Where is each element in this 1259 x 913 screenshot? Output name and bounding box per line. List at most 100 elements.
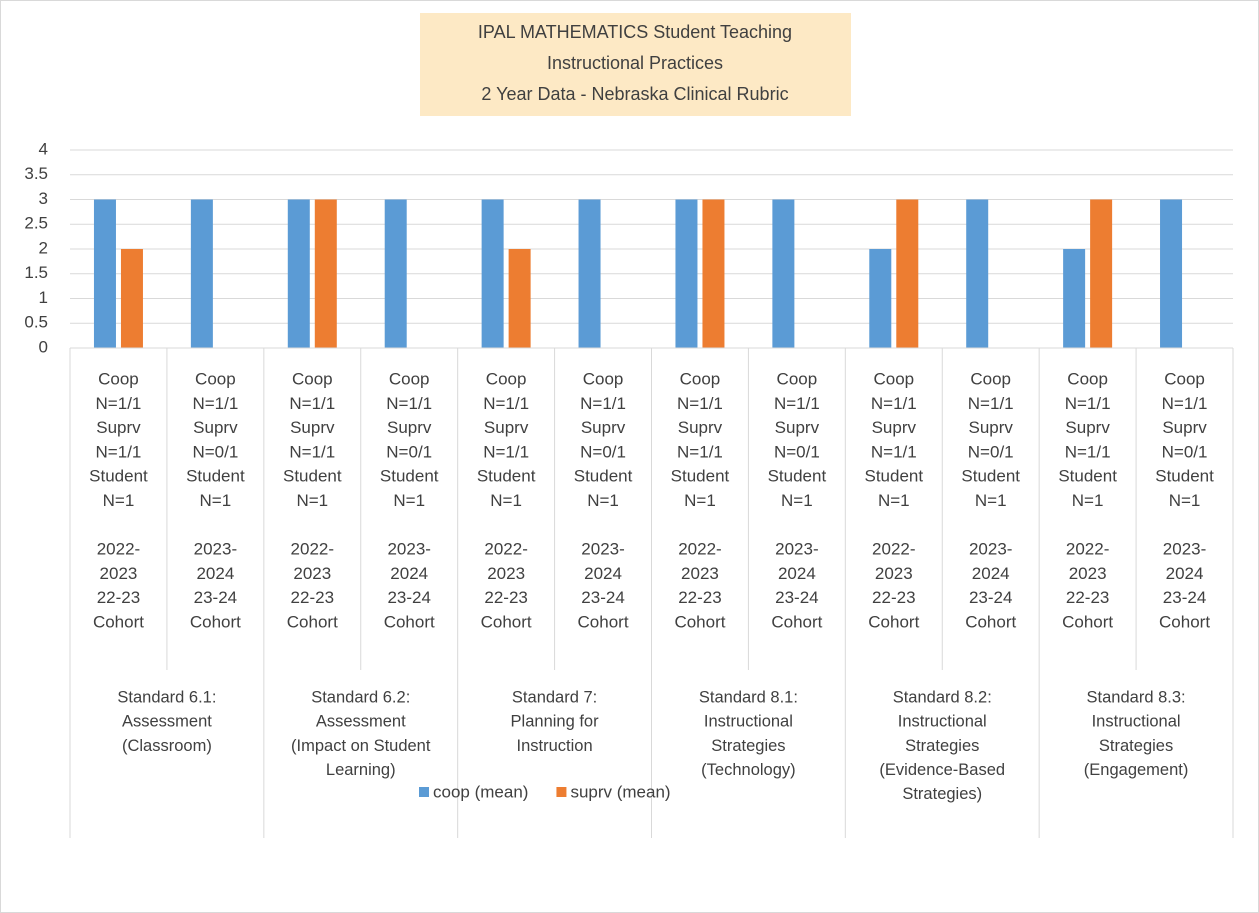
- x-tick-label: N=1/1: [774, 394, 820, 413]
- x-tick-label: N=1: [490, 491, 522, 510]
- x-tick-label: Student: [1155, 467, 1214, 486]
- x-tick-label: 22-23: [872, 588, 915, 607]
- x-tick-label: N=1: [587, 491, 619, 510]
- bar: [1090, 199, 1113, 348]
- x-tick-label: Suprv: [581, 418, 626, 437]
- x-tick-label: 2023-: [1163, 540, 1206, 559]
- x-tick-label: 2022-: [484, 540, 527, 559]
- x-tick-label: Coop: [195, 369, 236, 388]
- bar: [120, 249, 143, 348]
- y-tick-label: 1.5: [24, 263, 48, 282]
- x-tick-label: Suprv: [193, 418, 238, 437]
- x-tick-label: 23-24: [194, 588, 237, 607]
- x-tick-label: Student: [380, 467, 439, 486]
- x-tick-label: Coop: [389, 369, 430, 388]
- x-tick-label: N=1: [103, 491, 135, 510]
- x-tick-label: Cohort: [578, 612, 629, 631]
- x-tick-label: N=1: [1169, 491, 1201, 510]
- x-tick-label: N=1: [975, 491, 1007, 510]
- x-tick-label: N=1/1: [968, 394, 1014, 413]
- x-tick-label: Coop: [1067, 369, 1108, 388]
- x-tick-label: Cohort: [965, 612, 1016, 631]
- x-tick-label: Suprv: [872, 418, 917, 437]
- chart-title: IPAL MATHEMATICS Student Teaching: [478, 22, 792, 42]
- x-tick-label: Cohort: [868, 612, 919, 631]
- x-tick-label: N=0/1: [1162, 442, 1208, 461]
- group-label: (Evidence-Based: [879, 761, 1005, 779]
- x-tick-label: Coop: [680, 369, 721, 388]
- legend-label: suprv (mean): [570, 782, 670, 801]
- x-tick-label: N=1/1: [483, 442, 529, 461]
- bar: [1063, 249, 1086, 348]
- x-tick-label: 2022-: [97, 540, 140, 559]
- bar: [314, 199, 337, 348]
- bar: [93, 199, 116, 348]
- group-label: Standard 6.2:: [311, 688, 410, 706]
- x-tick-label: Suprv: [1065, 418, 1110, 437]
- x-tick-label: Coop: [777, 369, 818, 388]
- group-label: Strategies): [902, 785, 982, 803]
- y-tick-label: 2.5: [24, 214, 48, 233]
- x-tick-label: Suprv: [290, 418, 335, 437]
- x-tick-label: Student: [477, 467, 536, 486]
- x-tick-label: Cohort: [1159, 612, 1210, 631]
- x-tick-label: Coop: [292, 369, 333, 388]
- x-tick-label: N=1/1: [1065, 442, 1111, 461]
- group-label: (Classroom): [122, 737, 212, 755]
- x-tick-label: N=1/1: [386, 394, 432, 413]
- x-tick-label: N=1/1: [96, 442, 142, 461]
- group-label: Standard 8.2:: [893, 688, 992, 706]
- x-tick-label: Student: [768, 467, 827, 486]
- x-tick-label: N=1/1: [483, 394, 529, 413]
- x-tick-label: 22-23: [291, 588, 334, 607]
- x-tick-label: Student: [283, 467, 342, 486]
- x-tick-label: Cohort: [1062, 612, 1113, 631]
- x-tick-label: N=0/1: [774, 442, 820, 461]
- x-tick-label: 2022-: [291, 540, 334, 559]
- x-tick-label: 23-24: [969, 588, 1012, 607]
- x-tick-label: N=1: [393, 491, 425, 510]
- y-tick-label: 3.5: [24, 164, 48, 183]
- x-tick-label: N=1/1: [1162, 394, 1208, 413]
- x-tick-label: 2023: [875, 564, 913, 583]
- y-tick-label: 2: [39, 238, 48, 257]
- x-tick-label: 23-24: [581, 588, 624, 607]
- chart-title: 2 Year Data - Nebraska Clinical Rubric: [481, 84, 788, 104]
- x-tick-label: Suprv: [1162, 418, 1207, 437]
- x-tick-label: 22-23: [97, 588, 140, 607]
- bar: [481, 199, 504, 348]
- x-tick-label: N=1/1: [289, 442, 335, 461]
- x-tick-label: Student: [1058, 467, 1117, 486]
- x-tick-label: N=1: [684, 491, 716, 510]
- x-tick-label: Cohort: [481, 612, 532, 631]
- y-tick-label: 4: [39, 139, 48, 158]
- x-tick-label: N=1: [781, 491, 813, 510]
- x-tick-label: 2024: [972, 564, 1010, 583]
- x-tick-label: 2023: [293, 564, 331, 583]
- bar: [190, 199, 213, 348]
- x-tick-label: Coop: [873, 369, 914, 388]
- bar: [508, 249, 531, 348]
- x-tick-label: Suprv: [968, 418, 1013, 437]
- group-label: Instructional: [1092, 713, 1181, 731]
- group-label: Instruction: [517, 737, 593, 755]
- bar: [896, 199, 919, 348]
- group-label: Standard 7:: [512, 688, 597, 706]
- x-tick-label: Student: [961, 467, 1020, 486]
- x-tick-label: Suprv: [96, 418, 141, 437]
- x-tick-label: Suprv: [484, 418, 529, 437]
- group-label: Planning for: [511, 713, 600, 731]
- x-tick-label: 2023-: [387, 540, 430, 559]
- x-tick-label: Student: [89, 467, 148, 486]
- x-tick-label: N=1: [878, 491, 910, 510]
- x-tick-label: Coop: [486, 369, 527, 388]
- x-tick-label: 2022-: [872, 540, 915, 559]
- x-tick-label: N=1/1: [96, 394, 142, 413]
- group-label: Standard 6.1:: [117, 688, 216, 706]
- x-tick-label: 2023-: [194, 540, 237, 559]
- x-tick-label: Suprv: [387, 418, 432, 437]
- x-tick-label: Suprv: [775, 418, 820, 437]
- x-tick-label: 2023-: [969, 540, 1012, 559]
- bar: [869, 249, 892, 348]
